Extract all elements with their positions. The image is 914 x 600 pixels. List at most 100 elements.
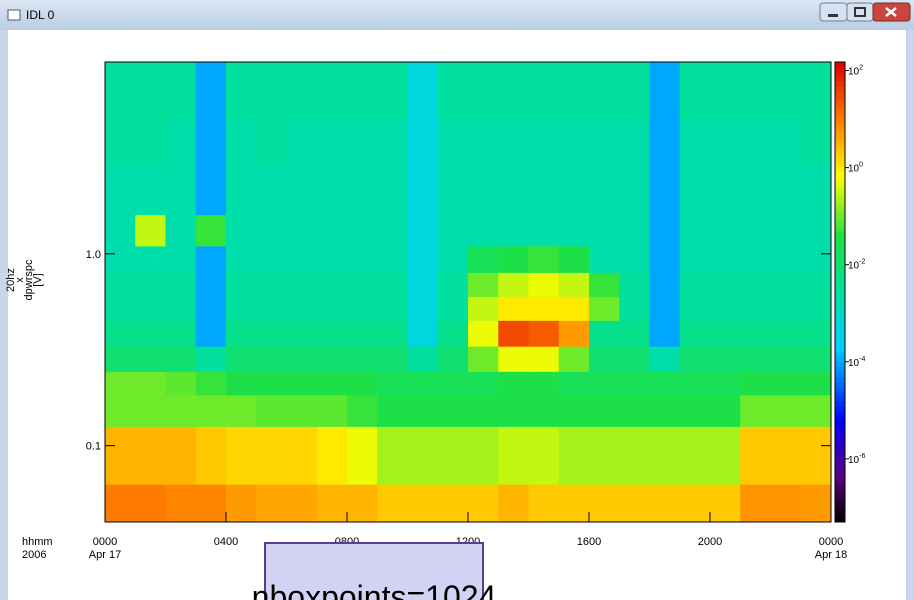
heatmap-cell bbox=[770, 296, 802, 321]
heatmap-cell bbox=[740, 346, 771, 372]
y-axis-title: x bbox=[14, 277, 26, 283]
colorbar-swatch bbox=[835, 197, 845, 203]
colorbar-label: 10-2 bbox=[848, 259, 865, 272]
heatmap-cell bbox=[316, 346, 348, 372]
heatmap-cell bbox=[165, 119, 197, 163]
heatmap-cell bbox=[105, 214, 136, 247]
heatmap-cell bbox=[165, 346, 197, 372]
close-icon bbox=[885, 7, 897, 17]
heatmap-cell bbox=[740, 119, 771, 163]
heatmap-cell bbox=[528, 162, 560, 216]
heatmap-cell bbox=[195, 296, 227, 321]
heatmap-cell bbox=[679, 296, 711, 321]
heatmap-cell bbox=[740, 394, 771, 427]
heatmap-cell bbox=[498, 484, 529, 523]
heatmap-cell bbox=[226, 296, 257, 321]
heatmap-cell bbox=[437, 119, 469, 163]
heatmap-cell bbox=[589, 62, 620, 121]
colorbar-label-base: 10 bbox=[848, 358, 860, 369]
x-tick-label: 2000 bbox=[698, 536, 722, 548]
heatmap-cell bbox=[528, 245, 560, 273]
heatmap-cell bbox=[619, 484, 650, 523]
colorbar-swatch bbox=[835, 92, 845, 98]
heatmap-cell bbox=[226, 62, 257, 121]
heatmap-cell bbox=[407, 346, 439, 372]
heatmap-cell bbox=[377, 346, 408, 372]
heatmap-cell bbox=[740, 371, 771, 396]
heatmap-cell bbox=[135, 484, 166, 523]
heatmap-cell bbox=[619, 62, 650, 121]
colorbar-swatch bbox=[835, 477, 845, 483]
colorbar-swatch bbox=[835, 307, 845, 313]
heatmap-cell bbox=[165, 214, 197, 247]
heatmap-cell bbox=[316, 394, 348, 427]
heatmap-cell bbox=[710, 346, 741, 372]
heatmap-cell bbox=[528, 371, 560, 396]
heatmap-cell bbox=[256, 320, 287, 347]
heatmap-cell bbox=[589, 484, 620, 523]
heatmap-cell bbox=[226, 394, 257, 427]
colorbar-swatch bbox=[835, 222, 845, 228]
heatmap-cell bbox=[740, 484, 771, 523]
heatmap-cell bbox=[589, 371, 620, 396]
heatmap-cell bbox=[800, 62, 832, 121]
heatmap-cell bbox=[195, 162, 227, 216]
heatmap-cell bbox=[407, 245, 439, 273]
heatmap-cell bbox=[498, 320, 529, 347]
heatmap-cell bbox=[679, 394, 711, 427]
heatmap-cell bbox=[498, 371, 529, 396]
maximize-button[interactable] bbox=[846, 2, 874, 22]
heatmap-cell bbox=[105, 119, 136, 163]
heatmap-cell bbox=[407, 426, 439, 485]
colorbar-swatch bbox=[835, 97, 845, 103]
heatmap-cell bbox=[770, 245, 802, 273]
heatmap-cell bbox=[619, 320, 650, 347]
heatmap-cell bbox=[316, 320, 348, 347]
colorbar-swatch bbox=[835, 122, 845, 128]
heatmap-cell bbox=[740, 245, 771, 273]
heatmap-cell bbox=[589, 119, 620, 163]
x-tick-sublabel: Apr 17 bbox=[89, 549, 121, 561]
minimize-button[interactable] bbox=[819, 2, 848, 22]
heatmap-cell bbox=[498, 394, 529, 427]
heatmap-cell bbox=[679, 214, 711, 247]
heatmap-cell bbox=[528, 62, 560, 121]
heatmap-cell bbox=[105, 394, 136, 427]
colorbar-swatch bbox=[835, 272, 845, 278]
annotation-box bbox=[264, 542, 484, 600]
colorbar-swatch bbox=[835, 357, 845, 363]
heatmap-cell bbox=[347, 346, 378, 372]
title-bar bbox=[0, 0, 914, 30]
heatmap-cell bbox=[437, 320, 469, 347]
colorbar-label-exp: 0 bbox=[859, 162, 863, 169]
heatmap-cell bbox=[135, 394, 166, 427]
heatmap-cell bbox=[256, 162, 287, 216]
colorbar-label-base: 10 bbox=[848, 455, 860, 466]
annotation-text: nboxpoints=1024 bbox=[252, 579, 497, 600]
heatmap-cell bbox=[619, 245, 650, 273]
heatmap-cell bbox=[649, 296, 681, 321]
heatmap-cell bbox=[407, 272, 439, 297]
heatmap-cell bbox=[316, 371, 348, 396]
heatmap-cell bbox=[437, 62, 469, 121]
heatmap-cell bbox=[286, 426, 318, 485]
heatmap-cell bbox=[558, 296, 590, 321]
colorbar-swatch bbox=[835, 332, 845, 338]
heatmap-cell bbox=[558, 62, 590, 121]
colorbar-swatch bbox=[835, 102, 845, 108]
heatmap-cell bbox=[377, 245, 408, 273]
colorbar-swatch bbox=[835, 457, 845, 463]
heatmap-cell bbox=[195, 346, 227, 372]
heatmap-cell bbox=[316, 426, 348, 485]
heatmap-cell bbox=[770, 394, 802, 427]
heatmap-cell bbox=[710, 272, 741, 297]
y-axis-title: 20hz bbox=[5, 268, 17, 292]
heatmap-cell bbox=[437, 394, 469, 427]
heatmap-cell bbox=[649, 371, 681, 396]
heatmap-cell bbox=[528, 320, 560, 347]
heatmap-cell bbox=[498, 426, 529, 485]
heatmap-cell bbox=[619, 162, 650, 216]
heatmap-cell bbox=[347, 426, 378, 485]
colorbar-swatch bbox=[835, 177, 845, 183]
